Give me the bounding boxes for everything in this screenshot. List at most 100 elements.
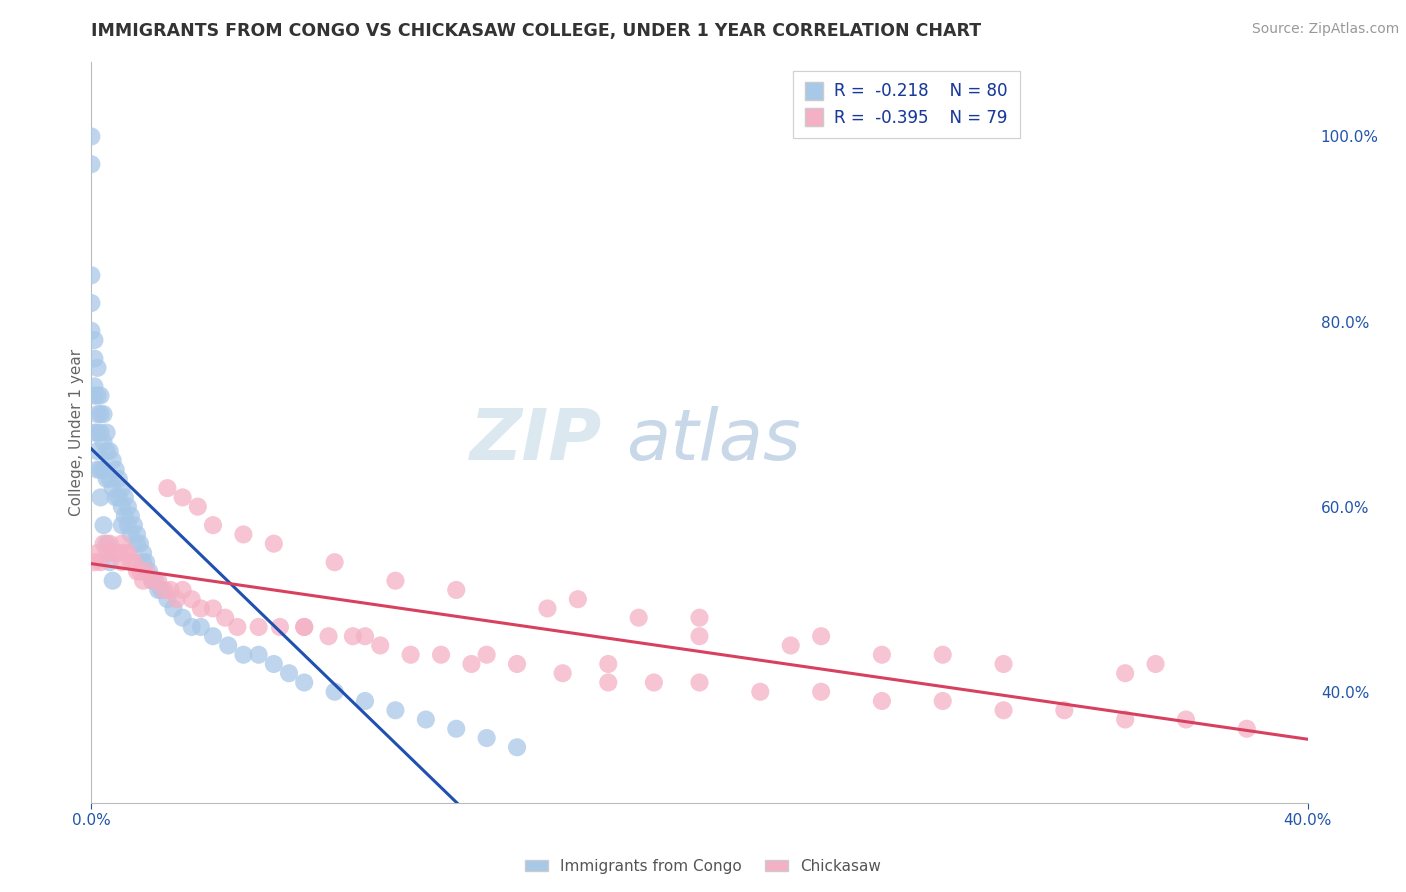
Point [101, 453, 124, 467]
Point [96, 546, 118, 560]
Point [444, 722, 467, 736]
Point [96, 472, 118, 486]
Point [156, 592, 179, 607]
Point [86, 463, 108, 477]
Point [810, 629, 832, 643]
Point [111, 537, 134, 551]
Point [323, 555, 346, 569]
Point [98, 444, 121, 458]
Point [187, 500, 209, 514]
Point [1174, 713, 1197, 727]
Point [107, 546, 129, 560]
Point [180, 620, 202, 634]
Point [96, 425, 118, 440]
Point [1114, 666, 1136, 681]
Point [688, 629, 710, 643]
Point [354, 694, 377, 708]
Point [810, 685, 832, 699]
Point [444, 582, 467, 597]
Point [129, 565, 152, 579]
Point [111, 500, 134, 514]
Point [86, 425, 108, 440]
Point [598, 675, 620, 690]
Point [141, 574, 163, 588]
Point [96, 537, 118, 551]
Point [138, 565, 160, 579]
Text: ZIP: ZIP [470, 406, 602, 475]
Point [83, 555, 105, 569]
Point [83, 425, 105, 440]
Point [83, 333, 105, 347]
Point [89, 555, 111, 569]
Point [122, 555, 145, 569]
Point [1144, 657, 1167, 671]
Point [132, 555, 155, 569]
Point [117, 500, 139, 514]
Point [779, 639, 801, 653]
Point [135, 565, 157, 579]
Point [80, 324, 103, 338]
Point [1236, 722, 1258, 736]
Point [93, 537, 115, 551]
Point [190, 601, 212, 615]
Point [107, 491, 129, 505]
Point [83, 351, 105, 366]
Point [247, 648, 270, 662]
Point [430, 648, 453, 662]
Point [93, 407, 115, 421]
Point [506, 740, 529, 755]
Point [263, 537, 285, 551]
Point [80, 296, 103, 310]
Point [89, 491, 111, 505]
Point [93, 518, 115, 533]
Point [232, 648, 254, 662]
Point [150, 582, 173, 597]
Point [202, 601, 225, 615]
Point [870, 694, 893, 708]
Text: IMMIGRANTS FROM CONGO VS CHICKASAW COLLEGE, UNDER 1 YEAR CORRELATION CHART: IMMIGRANTS FROM CONGO VS CHICKASAW COLLE… [91, 22, 981, 40]
Point [101, 481, 124, 495]
Point [101, 546, 124, 560]
Point [80, 157, 103, 171]
Point [125, 537, 148, 551]
Point [98, 537, 121, 551]
Point [627, 611, 650, 625]
Point [80, 129, 103, 144]
Point [1053, 703, 1076, 717]
Point [232, 527, 254, 541]
Point [159, 582, 181, 597]
Point [83, 379, 105, 393]
Point [214, 611, 236, 625]
Point [120, 527, 142, 541]
Point [536, 601, 558, 615]
Point [98, 555, 121, 569]
Point [114, 546, 136, 560]
Point [117, 546, 139, 560]
Point [120, 555, 142, 569]
Point [180, 592, 202, 607]
Point [460, 657, 482, 671]
Point [993, 703, 1015, 717]
Point [120, 508, 142, 523]
Point [643, 675, 665, 690]
Point [111, 481, 134, 495]
Point [263, 657, 285, 671]
Point [292, 675, 315, 690]
Point [86, 444, 108, 458]
Point [931, 648, 953, 662]
Point [83, 389, 105, 403]
Point [104, 546, 127, 560]
Point [156, 481, 179, 495]
Point [278, 666, 301, 681]
Point [104, 491, 127, 505]
Point [292, 620, 315, 634]
Point [104, 463, 127, 477]
Point [80, 268, 103, 283]
Point [226, 620, 249, 634]
Point [318, 629, 340, 643]
Point [101, 574, 124, 588]
Point [114, 491, 136, 505]
Point [1114, 713, 1136, 727]
Point [148, 574, 170, 588]
Point [132, 546, 155, 560]
